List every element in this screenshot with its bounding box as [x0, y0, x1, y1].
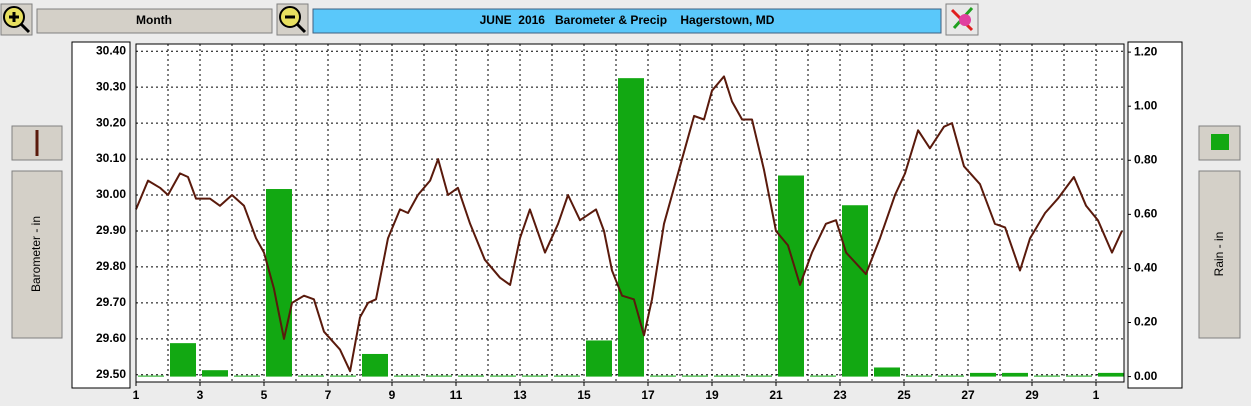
y2-tick-label: 0.60: [1134, 207, 1158, 221]
zoom-in-button[interactable]: [0, 3, 33, 36]
x-tick-label: 1: [1093, 388, 1100, 402]
x-tick-label: 21: [769, 388, 783, 402]
x-tick-label: 11: [450, 388, 463, 402]
period-label: Month: [136, 13, 172, 27]
rain-bar: [1002, 372, 1028, 377]
x-tick-label: 27: [961, 388, 975, 402]
x-tick-label: 9: [389, 388, 396, 402]
rain-bar: [266, 189, 292, 377]
x-tick-label: 3: [197, 388, 204, 402]
rain-bar: [618, 78, 644, 377]
chart-title: JUNE 2016 Barometer & Precip Hagerstown,…: [480, 13, 775, 27]
rain-bar: [426, 375, 452, 377]
rain-bar: [586, 340, 612, 377]
x-tick-label: 17: [641, 388, 655, 402]
y-axis-box: [71, 41, 131, 389]
rain-bar: [1034, 375, 1060, 377]
options-button[interactable]: [945, 3, 979, 36]
rain-bar: [138, 375, 164, 377]
rain-bar: [874, 367, 900, 377]
y2-tick-label: 0.80: [1134, 152, 1158, 166]
rain-bar: [490, 375, 516, 377]
y-tick-label: 29.70: [96, 295, 126, 309]
y2-tick-label: 1.20: [1134, 44, 1158, 58]
tick-labels: 29.5029.6029.7029.8029.9030.0030.1030.20…: [96, 43, 1158, 402]
y-tick-label: 30.10: [96, 151, 126, 165]
y2-tick-label: 0.40: [1134, 261, 1158, 275]
legend-swatch: [1211, 134, 1229, 150]
zoom-out-button[interactable]: [276, 3, 309, 36]
barometer-legend[interactable]: [11, 125, 63, 161]
rain-bar: [522, 375, 548, 377]
barometer-line: [135, 75, 1123, 373]
x-tick-label: 5: [261, 388, 268, 402]
rain-bar: [554, 375, 580, 377]
rain-bar: [1066, 375, 1092, 377]
rain-bar: [1098, 372, 1124, 377]
x-tick-label: 23: [833, 388, 847, 402]
x-tick-label: 15: [577, 388, 591, 402]
rain-bar: [458, 375, 484, 377]
y-tick-label: 29.90: [96, 223, 126, 237]
rain-bar: [650, 375, 676, 377]
rain-legend[interactable]: [1198, 125, 1241, 161]
x-tick-label: 19: [705, 388, 719, 402]
rain-bar: [810, 375, 836, 377]
rain-bar: [746, 375, 772, 377]
x-tick-label: 7: [325, 388, 332, 402]
y-axis-title: Barometer - in: [29, 216, 43, 292]
x-tick-label: 29: [1025, 388, 1039, 402]
y-tick-label: 29.80: [96, 259, 126, 273]
rain-bar: [938, 375, 964, 377]
x-tick-label: 13: [513, 388, 527, 402]
y-tick-label: 30.00: [96, 187, 126, 201]
y-tick-label: 30.20: [96, 115, 126, 129]
rain-bar: [682, 375, 708, 377]
y-tick-label: 29.50: [96, 367, 126, 381]
rain-bar: [202, 370, 228, 377]
rain-bar: [906, 375, 932, 377]
y2-tick-label: 0.00: [1134, 369, 1158, 383]
rain-bar: [234, 375, 260, 377]
x-tick-label: 25: [897, 388, 911, 402]
barometer-axis-button[interactable]: Barometer - in: [11, 170, 63, 339]
rain-bar: [778, 175, 804, 377]
rain-bar: [970, 372, 996, 377]
rain-bar: [394, 375, 420, 377]
y-tick-label: 30.40: [96, 43, 126, 57]
marks: [135, 75, 1124, 377]
rain-bar: [170, 343, 196, 377]
period-button[interactable]: Month: [36, 8, 273, 34]
rain-bar: [362, 353, 388, 377]
y2-axis-box: [1127, 41, 1183, 389]
y2-tick-label: 0.20: [1134, 315, 1158, 329]
y2-axis-title: Rain - in: [1212, 232, 1226, 277]
rain-axis-button[interactable]: Rain - in: [1198, 170, 1241, 339]
rain-bar: [842, 205, 868, 377]
y-tick-label: 30.30: [96, 79, 126, 93]
rain-bar: [298, 375, 324, 377]
y-tick-label: 29.60: [96, 331, 126, 345]
grid: [136, 44, 1124, 382]
rain-bar: [330, 375, 356, 377]
title-bar: [312, 8, 942, 34]
y2-tick-label: 1.00: [1134, 98, 1158, 112]
x-tick-label: 1: [133, 388, 140, 402]
plot-border: [135, 43, 1125, 383]
rain-bar: [714, 375, 740, 377]
